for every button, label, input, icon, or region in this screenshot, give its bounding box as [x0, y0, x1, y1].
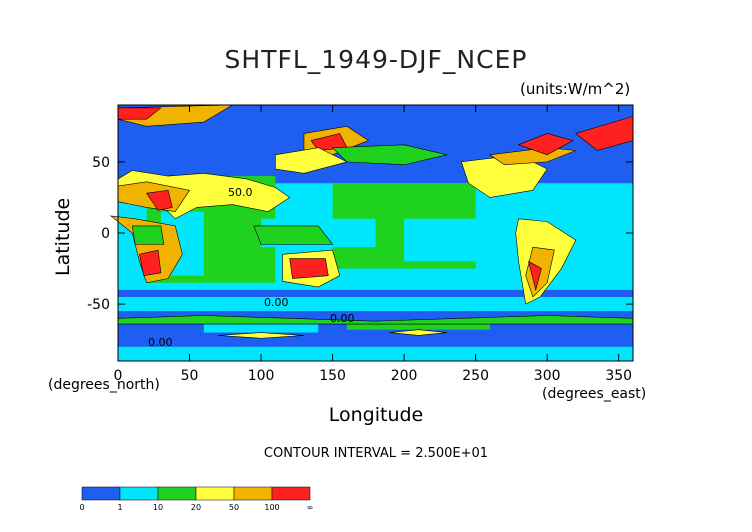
y-tick-label: 0	[101, 226, 110, 242]
chart-title: SHTFL_1949-DJF_NCEP	[224, 45, 528, 74]
x-tick-label: 50	[181, 368, 199, 384]
contour-interval-text: CONTOUR INTERVAL = 2.500E+01	[263, 446, 489, 461]
field-region-8	[253, 225, 334, 245]
field-region-21	[331, 144, 448, 166]
colorbar-label: ∞	[307, 503, 314, 512]
field-band	[118, 297, 633, 312]
field-region-7	[289, 258, 329, 279]
colorbar-swatch	[195, 486, 235, 501]
field-region-11	[528, 260, 542, 292]
x-tick-label: 350	[605, 368, 632, 384]
x-tick-label: 0	[114, 368, 123, 384]
y-axis-label: Latitude	[52, 197, 74, 276]
x-tick-label: 250	[462, 368, 489, 384]
x-axis-label: Longitude	[328, 404, 424, 426]
field-band	[118, 311, 633, 322]
contour-label: 0.00	[330, 312, 355, 325]
field-region-5	[131, 225, 165, 245]
x-coordinate-label: (degrees_east)	[542, 386, 647, 402]
field-band	[346, 321, 490, 330]
contour-label: 50.0	[228, 186, 253, 199]
colorbar-swatch	[271, 486, 311, 501]
y-tick-label: -50	[87, 297, 110, 313]
field-region-20	[275, 147, 348, 174]
units-label: (units:W/m^2)	[520, 80, 631, 98]
field-band	[118, 346, 633, 361]
x-tick-label: 300	[534, 368, 561, 384]
contour-label: 0.00	[264, 296, 289, 309]
x-tick-label: 100	[248, 368, 275, 384]
colorbar-label: 20	[191, 503, 201, 512]
field-band	[203, 321, 319, 333]
field-region-23	[218, 332, 304, 339]
colorbar-swatch	[81, 486, 121, 501]
field-region-2	[146, 190, 173, 211]
colorbar-label: 1	[117, 503, 122, 512]
field-region-14	[517, 133, 574, 156]
colorbar-label: 50	[229, 503, 239, 512]
colorbar-label: 10	[153, 503, 163, 512]
field-region-22	[117, 315, 634, 325]
colorbar: 0 1 10 20 50 100 ∞	[79, 486, 314, 512]
axes: 0 50 100 150 200 250 300 350 -50 0 50	[87, 104, 634, 384]
colorbar-label: 0	[79, 503, 84, 512]
x-tick-label: 200	[391, 368, 418, 384]
contour-label: 0.00	[148, 336, 173, 349]
field-band	[404, 218, 519, 262]
field-region-4	[139, 249, 162, 277]
colorbar-swatch	[119, 486, 159, 501]
colorbar-swatch	[233, 486, 273, 501]
x-tick-label: 150	[319, 368, 346, 384]
field-region-24	[389, 329, 448, 336]
y-coordinate-label: (degrees_north)	[48, 377, 160, 393]
colorbar-label: 100	[264, 503, 279, 512]
colorbar-swatch	[157, 486, 197, 501]
y-tick-label: 50	[92, 155, 110, 171]
map-field: 50.0 0.00 0.00 0.00	[109, 104, 634, 361]
